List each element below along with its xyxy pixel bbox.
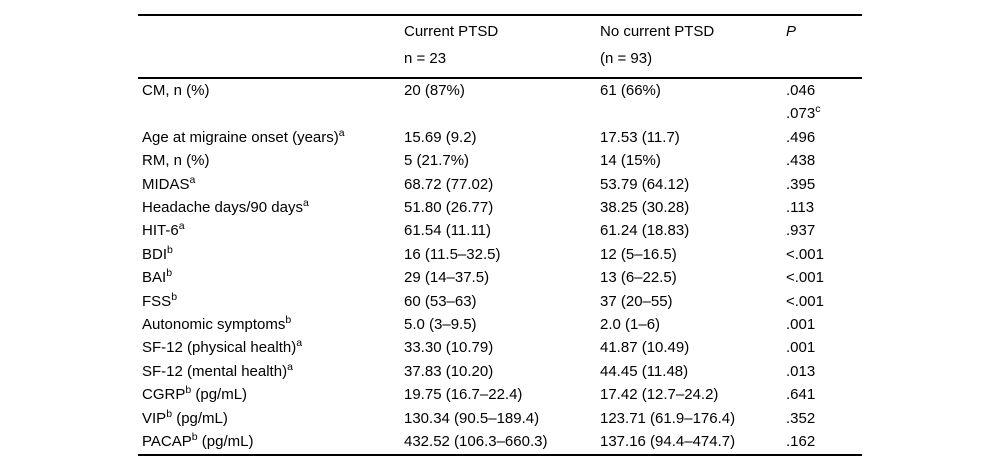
- table-row-hit6: HIT-6a 61.54 (11.11) 61.24 (18.83) .937: [138, 219, 862, 242]
- p-value: .013: [786, 362, 816, 380]
- row-label: Autonomic symptomsb: [142, 314, 292, 334]
- p-value: .395: [786, 175, 816, 193]
- no-current-ptsd-value: 2.0 (1–6): [600, 316, 661, 334]
- row-label: CM, n (%): [142, 82, 210, 99]
- table-body: CM, n (%) 20 (87%) 61 (66%) .046 .073c A…: [138, 78, 862, 455]
- p-value: <.001: [786, 269, 824, 287]
- col-header-current-ptsd-title: Current PTSD: [404, 23, 499, 40]
- current-ptsd-value: 432.52 (106.3–660.3): [404, 433, 548, 451]
- current-ptsd-value: 19.75 (16.7–22.4): [404, 386, 523, 404]
- row-label: Age at migraine onset (years)a: [142, 126, 345, 146]
- col-header-no-current-ptsd-title: No current PTSD: [600, 23, 715, 40]
- row-label: PACAPb (pg/mL): [142, 431, 254, 451]
- current-ptsd-value: 37.83 (10.20): [404, 362, 494, 380]
- no-current-ptsd-value: 38.25 (30.28): [600, 199, 690, 217]
- p-value: .113: [786, 199, 815, 217]
- col-header-current-ptsd: Current PTSD n = 23: [404, 15, 600, 79]
- row-label: SF-12 (mental health)a: [142, 360, 293, 380]
- header-row: Current PTSD n = 23 No current PTSD (n =…: [138, 15, 862, 79]
- p-value: .352: [786, 409, 816, 427]
- col-header-no-current-ptsd: No current PTSD (n = 93): [600, 15, 786, 79]
- p-value: .937: [786, 222, 816, 240]
- row-label: FSSb: [142, 290, 178, 310]
- row-label: RM, n (%): [142, 152, 210, 170]
- table-row-midas: MIDASa 68.72 (77.02) 53.79 (64.12) .395: [138, 173, 862, 196]
- current-ptsd-value: 68.72 (77.02): [404, 175, 494, 193]
- current-ptsd-value: 130.34 (90.5–189.4): [404, 409, 540, 427]
- current-ptsd-value: 5.0 (3–9.5): [404, 316, 477, 334]
- row-label: VIPb (pg/mL): [142, 407, 228, 427]
- no-current-ptsd-value: 61.24 (18.83): [600, 222, 690, 240]
- p-value: .001: [786, 339, 816, 357]
- row-label: CGRPb (pg/mL): [142, 384, 248, 404]
- current-ptsd-value: 15.69 (9.2): [404, 128, 477, 146]
- table-row-cgrp: CGRPb (pg/mL) 19.75 (16.7–22.4) 17.42 (1…: [138, 383, 862, 406]
- no-current-ptsd-value: 17.42 (12.7–24.2): [600, 386, 719, 404]
- no-current-ptsd-value: 14 (15%): [600, 152, 661, 170]
- p-value: .641: [786, 386, 816, 404]
- header-empty-cell: [138, 15, 404, 79]
- row-label: MIDASa: [142, 173, 196, 193]
- current-ptsd-value: 33.30 (10.79): [404, 339, 494, 357]
- table-row-age-onset: Age at migraine onset (years)a 15.69 (9.…: [138, 126, 862, 149]
- table-row-bdi: BDIb 16 (11.5–32.5) 12 (5–16.5) <.001: [138, 243, 862, 266]
- current-ptsd-value: 51.80 (26.77): [404, 199, 494, 217]
- col-header-no-current-ptsd-n: (n = 93): [600, 50, 653, 67]
- current-ptsd-value: 61.54 (11.11): [404, 222, 492, 240]
- no-current-ptsd-value: 17.53 (11.7): [600, 128, 680, 146]
- no-current-ptsd-value: 12 (5–16.5): [600, 245, 677, 263]
- current-ptsd-value: 60 (53–63): [404, 292, 477, 310]
- col-header-current-ptsd-n: n = 23: [404, 50, 447, 67]
- p-value: .046 .073c: [786, 78, 862, 126]
- current-ptsd-value: 16 (11.5–32.5): [404, 245, 501, 263]
- row-label: HIT-6a: [142, 220, 185, 240]
- table-row-sf12-mental: SF-12 (mental health)a 37.83 (10.20) 44.…: [138, 360, 862, 383]
- row-label: BDIb: [142, 243, 173, 263]
- table-row-sf12-physical: SF-12 (physical health)a 33.30 (10.79) 4…: [138, 336, 862, 359]
- col-header-p: P: [786, 15, 862, 79]
- table-row-autonomic: Autonomic symptomsb 5.0 (3–9.5) 2.0 (1–6…: [138, 313, 862, 336]
- row-label: BAIb: [142, 267, 173, 287]
- p-value: .162: [786, 433, 816, 451]
- no-current-ptsd-value: 123.71 (61.9–176.4): [600, 409, 736, 427]
- table-row-fss: FSSb 60 (53–63) 37 (20–55) <.001: [138, 290, 862, 313]
- current-ptsd-value: 20 (87%): [404, 82, 465, 99]
- no-current-ptsd-value: 61 (66%): [600, 82, 661, 99]
- no-current-ptsd-value: 41.87 (10.49): [600, 339, 690, 357]
- ptsd-comparison-table: Current PTSD n = 23 No current PTSD (n =…: [138, 14, 862, 456]
- no-current-ptsd-value: 37 (20–55): [600, 292, 673, 310]
- row-label: SF-12 (physical health)a: [142, 337, 303, 357]
- p-value: <.001: [786, 292, 824, 310]
- p-value: <.001: [786, 245, 824, 263]
- p-value: .496: [786, 128, 816, 146]
- p-value: .438: [786, 152, 816, 170]
- current-ptsd-value: 5 (21.7%): [404, 152, 470, 170]
- table-row-pacap: PACAPb (pg/mL) 432.52 (106.3–660.3) 137.…: [138, 430, 862, 454]
- table-header: Current PTSD n = 23 No current PTSD (n =…: [138, 15, 862, 79]
- no-current-ptsd-value: 53.79 (64.12): [600, 175, 690, 193]
- table-row-bai: BAIb 29 (14–37.5) 13 (6–22.5) <.001: [138, 266, 862, 289]
- table-row-vip: VIPb (pg/mL) 130.34 (90.5–189.4) 123.71 …: [138, 407, 862, 430]
- table-row-headache-days: Headache days/90 daysa 51.80 (26.77) 38.…: [138, 196, 862, 219]
- table-row-cm: CM, n (%) 20 (87%) 61 (66%) .046 .073c: [138, 78, 862, 126]
- no-current-ptsd-value: 13 (6–22.5): [600, 269, 677, 287]
- p-value-line2: .073c: [786, 103, 821, 123]
- no-current-ptsd-value: 137.16 (94.4–474.7): [600, 433, 736, 451]
- p-value-line1: .046: [786, 82, 816, 99]
- current-ptsd-value: 29 (14–37.5): [404, 269, 490, 287]
- p-value: .001: [786, 316, 816, 334]
- row-label: Headache days/90 daysa: [142, 197, 309, 217]
- no-current-ptsd-value: 44.45 (11.48): [600, 362, 689, 380]
- table-row-rm: RM, n (%) 5 (21.7%) 14 (15%) .438: [138, 149, 862, 172]
